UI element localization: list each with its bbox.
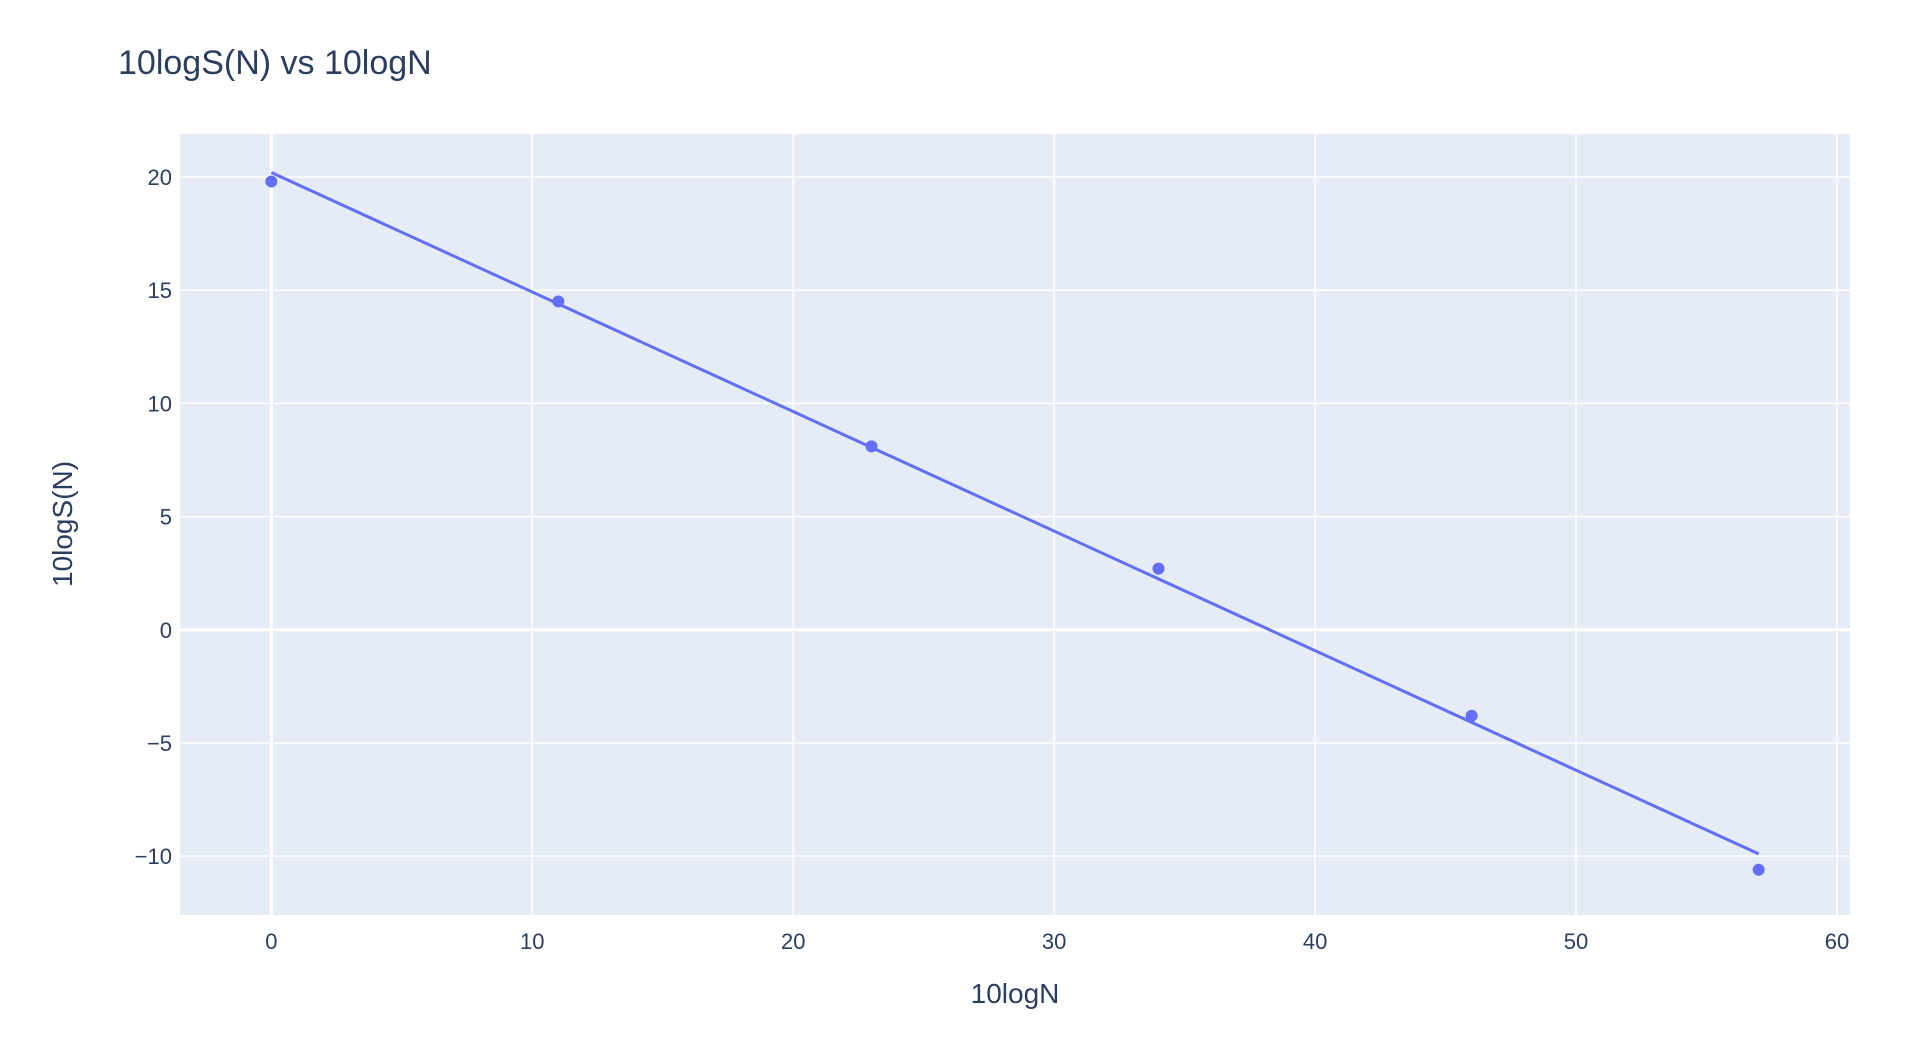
chart-title: 10logS(N) vs 10logN [118, 44, 432, 82]
x-axis-title: 10logN [971, 978, 1060, 1009]
fit-line [270, 171, 1760, 856]
y-tick-label: 20 [148, 165, 172, 190]
grid-layer [180, 134, 1850, 915]
data-point [265, 175, 278, 188]
series-layer [265, 171, 1765, 876]
y-tick-label: −5 [147, 731, 172, 756]
x-tick-label: 0 [265, 929, 277, 954]
x-tick-label: 60 [1825, 929, 1849, 954]
y-tick-label: 10 [148, 391, 172, 416]
plot-background [180, 134, 1850, 915]
y-tick-label: −10 [135, 844, 172, 869]
x-tick-label: 40 [1303, 929, 1327, 954]
y-tick-label: 5 [160, 505, 172, 530]
data-point [1152, 562, 1165, 575]
y-axis-ticks: −10 −5 0 5 10 15 20 [135, 165, 172, 869]
y-tick-label: 15 [148, 278, 172, 303]
x-tick-label: 10 [520, 929, 544, 954]
x-tick-label: 30 [1042, 929, 1066, 954]
data-point [1752, 863, 1765, 876]
data-point [1465, 709, 1478, 722]
y-axis-title: 10logS(N) [47, 461, 78, 587]
y-tick-label: 0 [160, 618, 172, 643]
x-tick-label: 20 [781, 929, 805, 954]
x-axis-ticks: 0 10 20 30 40 50 60 [265, 929, 1849, 954]
x-tick-label: 50 [1564, 929, 1588, 954]
